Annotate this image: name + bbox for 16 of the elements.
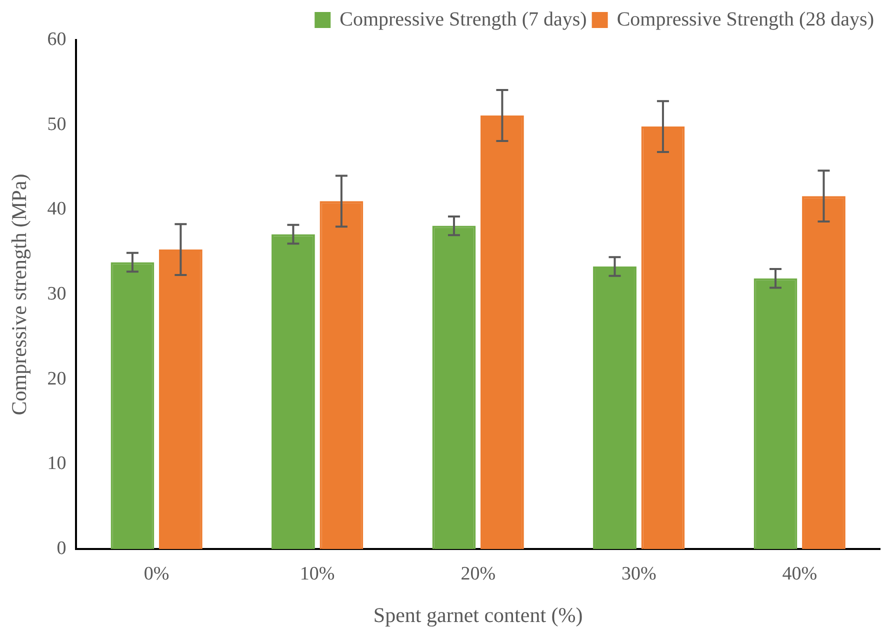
y-tick-label: 20: [47, 368, 66, 390]
x-tick-label: 40%: [782, 563, 818, 584]
y-tick-label: 50: [47, 114, 66, 135]
y-tick-label: 0: [56, 538, 66, 559]
y-tick-label: 10: [47, 453, 66, 474]
x-tick-label: 0%: [144, 563, 170, 584]
y-tick-label: 40: [47, 198, 66, 220]
legend-label: Compressive Strength (28 days): [616, 8, 874, 30]
x-tick-label: 10%: [300, 563, 335, 584]
x-axis-title: Spent garnet content (%): [373, 602, 583, 627]
x-tick-label: 30%: [621, 563, 656, 584]
legend-label: Compressive Strength (7 days): [340, 8, 587, 30]
x-tick-label: 20%: [460, 563, 496, 584]
y-tick-label: 60: [47, 28, 66, 50]
y-axis-title: Compressive strength (MPa): [7, 174, 32, 416]
y-tick-label: 30: [47, 283, 66, 304]
